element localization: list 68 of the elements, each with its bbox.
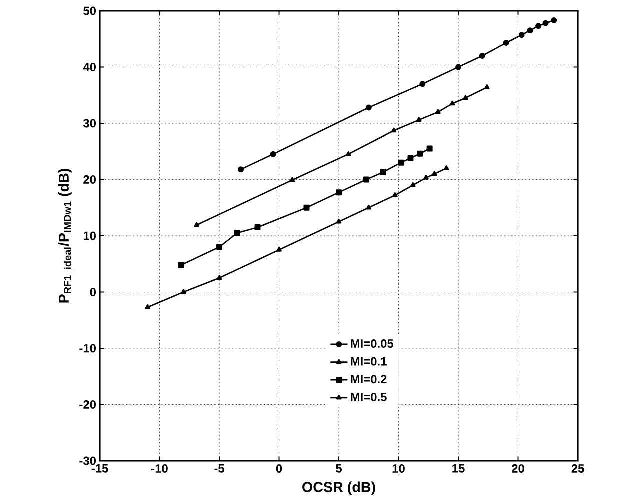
point <box>304 205 310 212</box>
x-tick-label: -5 <box>214 464 224 474</box>
point <box>518 32 525 38</box>
point <box>444 166 450 171</box>
point <box>456 64 462 70</box>
point <box>398 160 404 166</box>
point <box>270 152 276 158</box>
legend-label: MI=0.2 <box>351 375 387 384</box>
legend-label: MI=0.5 <box>351 393 387 402</box>
x-tick-label: -10 <box>152 464 168 474</box>
point <box>432 171 438 176</box>
point <box>290 178 296 182</box>
point <box>416 117 422 122</box>
point <box>194 222 200 228</box>
point <box>424 175 429 180</box>
point <box>527 28 534 34</box>
point <box>216 244 222 250</box>
point <box>178 262 184 268</box>
y-tick-label: -30 <box>80 457 96 466</box>
y-tick-label: -20 <box>80 400 96 410</box>
point <box>536 23 542 30</box>
x-tick-label: 10 <box>392 464 405 474</box>
x-tick-label: 0 <box>276 464 282 474</box>
point <box>484 84 490 90</box>
point <box>336 190 342 196</box>
legend-label: MI=0.05 <box>351 340 394 348</box>
point <box>254 224 261 231</box>
point <box>234 230 240 236</box>
point <box>336 219 342 224</box>
x-tick-label: -15 <box>92 464 108 474</box>
point <box>450 101 456 106</box>
point <box>366 205 372 210</box>
point <box>391 128 397 133</box>
point <box>145 304 150 310</box>
y-tick-label: 10 <box>84 232 96 240</box>
point <box>417 151 424 158</box>
point <box>436 109 441 114</box>
y-tick-label: 50 <box>84 7 96 16</box>
point <box>479 53 486 60</box>
point <box>426 146 433 152</box>
x-tick-label: 15 <box>452 464 465 474</box>
point <box>392 192 398 198</box>
point <box>364 176 370 183</box>
y-tick-label: -10 <box>80 344 96 353</box>
point <box>410 182 416 188</box>
y-tick-label: 40 <box>83 63 96 72</box>
x-tick-label: 20 <box>512 464 524 474</box>
y-tick-label: 20 <box>84 176 96 184</box>
legend-label: MI=0.1 <box>351 358 387 366</box>
point <box>380 170 386 176</box>
point <box>420 81 426 88</box>
point <box>366 104 372 111</box>
point <box>551 18 558 24</box>
point <box>238 166 244 173</box>
point <box>346 152 352 157</box>
point <box>462 95 468 100</box>
y-axis-title: P$_{RF1_ideal}$/P$_{IMDw1}$ (dB) <box>58 169 72 303</box>
point <box>180 290 186 294</box>
x-axis-title: OCSR (dB) <box>302 482 376 496</box>
point <box>408 156 414 162</box>
y-tick-label: 30 <box>83 120 96 128</box>
x-tick-label: 25 <box>572 464 584 474</box>
point <box>216 275 222 280</box>
point <box>503 40 510 46</box>
point <box>542 20 549 27</box>
x-tick-label: 5 <box>336 464 342 474</box>
y-tick-label: 0 <box>90 288 96 297</box>
point <box>276 247 282 252</box>
